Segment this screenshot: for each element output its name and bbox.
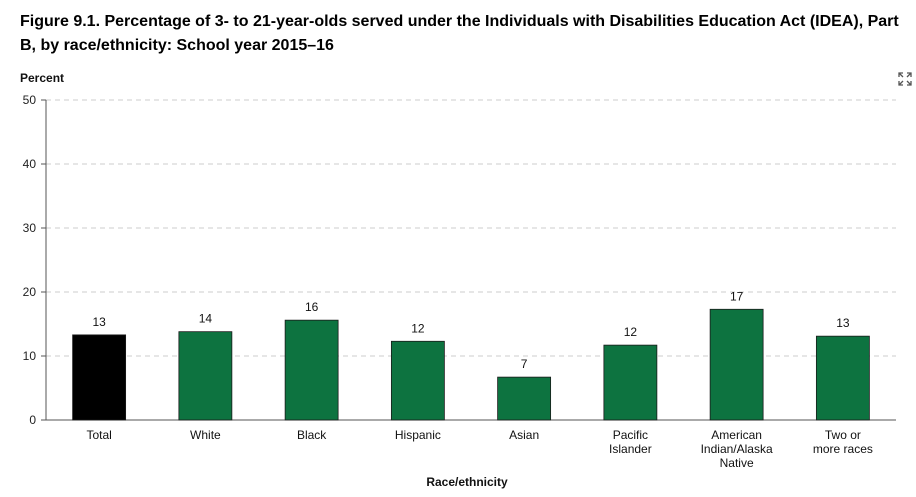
bar — [603, 344, 658, 421]
y-tick-label: 40 — [23, 157, 37, 171]
x-axis-title: Race/ethnicity — [426, 475, 508, 489]
bar-value-label: 13 — [92, 315, 106, 329]
bars — [72, 308, 870, 421]
bar-value-label: 16 — [305, 300, 319, 314]
category-label: Two or more races — [813, 428, 873, 456]
category-label: Asian — [509, 428, 539, 442]
category-label: Hispanic — [395, 428, 441, 442]
value-labels: 13 14 16 12 7 12 17 13 — [92, 289, 849, 371]
category-label: Black — [297, 428, 327, 442]
y-axis-ticks: 0 10 20 30 40 50 — [23, 93, 46, 427]
bar-value-label: 17 — [730, 289, 744, 303]
bar — [284, 319, 339, 421]
category-label: White — [190, 428, 221, 442]
bar — [178, 331, 233, 421]
bar — [709, 308, 764, 421]
y-tick-label: 50 — [23, 93, 37, 107]
bar — [390, 340, 445, 421]
bar-value-label: 13 — [836, 316, 850, 330]
bar-value-label: 14 — [199, 312, 213, 326]
y-tick-label: 10 — [23, 349, 37, 363]
category-labels: Total White Black Hispanic Asian Pacific Islan… — [86, 428, 872, 470]
y-tick-label: 20 — [23, 285, 37, 299]
expand-arrows-icon[interactable] — [898, 72, 912, 86]
bar-value-label: 12 — [411, 321, 425, 335]
bar — [497, 376, 552, 421]
y-tick-label: 30 — [23, 221, 37, 235]
gridlines — [46, 99, 896, 357]
bar — [815, 335, 870, 421]
category-label: Pacific Islander — [609, 428, 652, 456]
y-axis-title: Percent — [20, 71, 64, 85]
category-label: Total — [86, 428, 111, 442]
bar — [72, 334, 127, 421]
y-tick-label: 0 — [29, 413, 36, 427]
figure-title: Figure 9.1. Percentage of 3- to 21-year-… — [20, 13, 899, 54]
category-label: American Indian/Alaska Native — [701, 428, 773, 470]
bar-value-label: 7 — [521, 357, 528, 371]
bar-value-label: 12 — [624, 325, 638, 339]
